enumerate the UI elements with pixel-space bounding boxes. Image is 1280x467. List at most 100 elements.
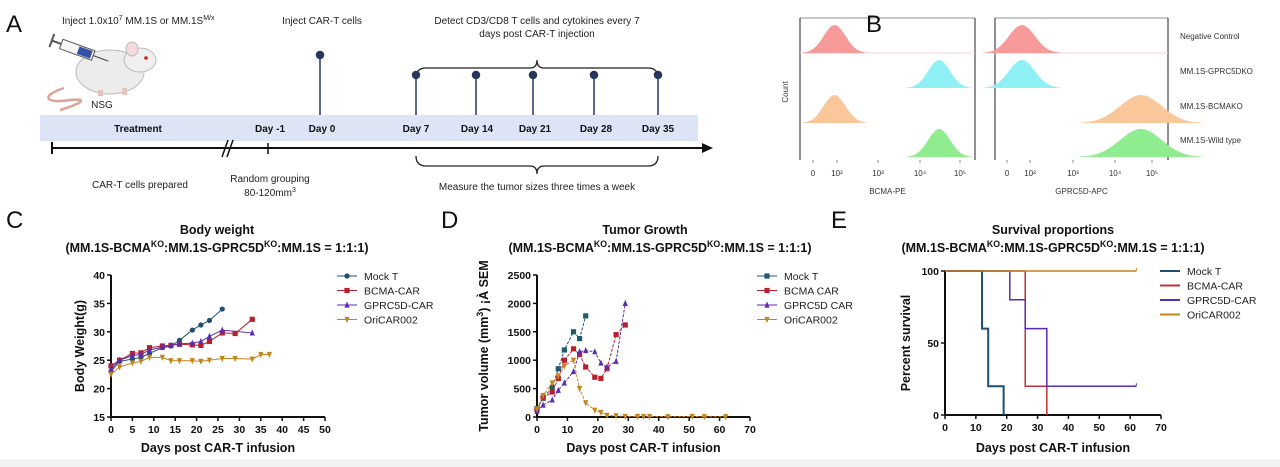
data-point xyxy=(189,339,195,346)
chart-subtitle: (MM.1S-BCMAKO:MM.1S-GPRC5DKO:MM.1S = 1:1… xyxy=(508,239,811,255)
y-tick-label: 0 xyxy=(933,410,939,422)
y-axis-label: Body Weight(g) xyxy=(73,300,87,392)
x-tick-label: 10⁵ xyxy=(1146,169,1158,178)
series-line xyxy=(536,303,626,412)
chart-title: Survival proportions xyxy=(992,223,1114,237)
series-gprc5d-car xyxy=(108,326,255,372)
data-point xyxy=(146,346,153,353)
text-part: KO xyxy=(987,239,1000,249)
x-tick-label: 10 xyxy=(562,424,574,436)
x-tick-label: 35 xyxy=(255,424,267,436)
histogram-2 xyxy=(1078,95,1204,123)
histogram-3 xyxy=(1078,129,1204,157)
data-point xyxy=(723,414,729,421)
text-part: :MM.1S = 1:1:1) xyxy=(1113,241,1204,255)
panel-label-d: D xyxy=(441,207,458,234)
random-grouping-label: Random grouping xyxy=(230,174,310,185)
y-tick-label: 15 xyxy=(93,412,105,424)
x-tick-label: 10² xyxy=(1024,169,1036,178)
data-point xyxy=(146,354,153,361)
data-point xyxy=(344,273,350,279)
y-tick-label: 2500 xyxy=(508,270,532,282)
data-point xyxy=(689,413,695,421)
x-tick-label: 40 xyxy=(276,424,288,436)
series-oricar002 xyxy=(108,351,272,378)
data-point xyxy=(592,348,598,355)
histogram-3 xyxy=(906,129,973,157)
data-point xyxy=(764,287,770,294)
data-point xyxy=(701,414,707,421)
data-point xyxy=(561,379,567,386)
data-point xyxy=(344,287,350,294)
data-point xyxy=(232,355,238,363)
data-point xyxy=(138,358,144,365)
data-point xyxy=(549,384,555,391)
data-point xyxy=(219,306,225,312)
data-point xyxy=(604,363,610,370)
x-tick-label: 50 xyxy=(319,424,331,436)
measure-label: Measure the tumor sizes three times a we… xyxy=(439,182,636,193)
data-point xyxy=(206,338,213,345)
data-point xyxy=(138,350,144,358)
data-point xyxy=(534,406,540,413)
text-part: (MM.1S-BCMA xyxy=(508,241,593,255)
x-axis-label: BCMA-PE xyxy=(869,187,905,196)
legend-label: GPRC5D-CAR xyxy=(364,300,434,312)
data-point xyxy=(634,413,641,421)
data-point xyxy=(764,273,770,279)
x-tick-label: 15 xyxy=(169,424,181,436)
data-point xyxy=(646,413,653,421)
data-point xyxy=(549,396,555,403)
y-tick-label: 1500 xyxy=(508,327,532,339)
data-point xyxy=(665,414,671,421)
survival-line xyxy=(945,270,1048,415)
data-point xyxy=(168,341,174,349)
y-tick-label: 35 xyxy=(93,298,105,310)
x-tick-label: 20 xyxy=(191,424,203,436)
day-label: Day 7 xyxy=(403,124,430,135)
timepoint-dot-icon xyxy=(528,70,538,80)
legend-label: BCMA-CAR xyxy=(1187,281,1243,293)
panel-label-e: E xyxy=(831,207,847,234)
data-point xyxy=(206,317,213,324)
x-tick-label: 10⁴ xyxy=(1109,169,1122,178)
text-part: ) ¡À SEM xyxy=(476,260,491,311)
day-label: Day 21 xyxy=(519,124,552,135)
detect-label-line2: days post CAR-T injection xyxy=(479,29,594,40)
data-point xyxy=(764,301,770,308)
data-point xyxy=(232,330,238,337)
data-point xyxy=(189,327,195,333)
x-tick-label: 10 xyxy=(970,422,982,434)
data-point xyxy=(592,374,598,380)
timepoint-dot-icon xyxy=(315,50,325,60)
timepoint-dot-icon xyxy=(653,70,663,80)
y-tick-label: 25 xyxy=(93,355,105,367)
x-axis-label: Days post CAR-T infusion xyxy=(976,441,1130,455)
data-point xyxy=(583,364,589,370)
day-label: Day -1 xyxy=(255,124,285,135)
x-tick-label: 40 xyxy=(653,424,665,436)
histogram-1 xyxy=(906,60,973,88)
text-part: KO xyxy=(594,239,607,249)
text-part: KO xyxy=(1100,239,1113,249)
series-gprc5d-car xyxy=(945,270,1137,387)
survival-line xyxy=(945,270,1005,415)
x-tick-label: 10³ xyxy=(1067,169,1079,178)
data-point xyxy=(198,322,204,328)
data-point xyxy=(176,358,183,365)
data-point xyxy=(622,299,628,306)
x-tick-label: 0 xyxy=(1005,169,1010,178)
x-tick-label: 20 xyxy=(592,424,604,436)
data-point xyxy=(613,332,619,338)
y-tick-label: 40 xyxy=(93,270,105,282)
x-tick-label: 0 xyxy=(811,169,816,178)
x-tick-label: 0 xyxy=(942,422,948,434)
data-point xyxy=(159,354,165,361)
legend-label: GPRC5D-CAR xyxy=(1187,295,1257,307)
data-point xyxy=(577,386,583,393)
chart-subtitle: (MM.1S-BCMAKO:MM.1S-GPRC5DKO:MM.1S = 1:1… xyxy=(65,239,368,255)
timeline-bar xyxy=(40,115,698,141)
data-point xyxy=(540,392,546,400)
text-part: KO xyxy=(707,239,720,249)
series-line xyxy=(110,308,223,372)
